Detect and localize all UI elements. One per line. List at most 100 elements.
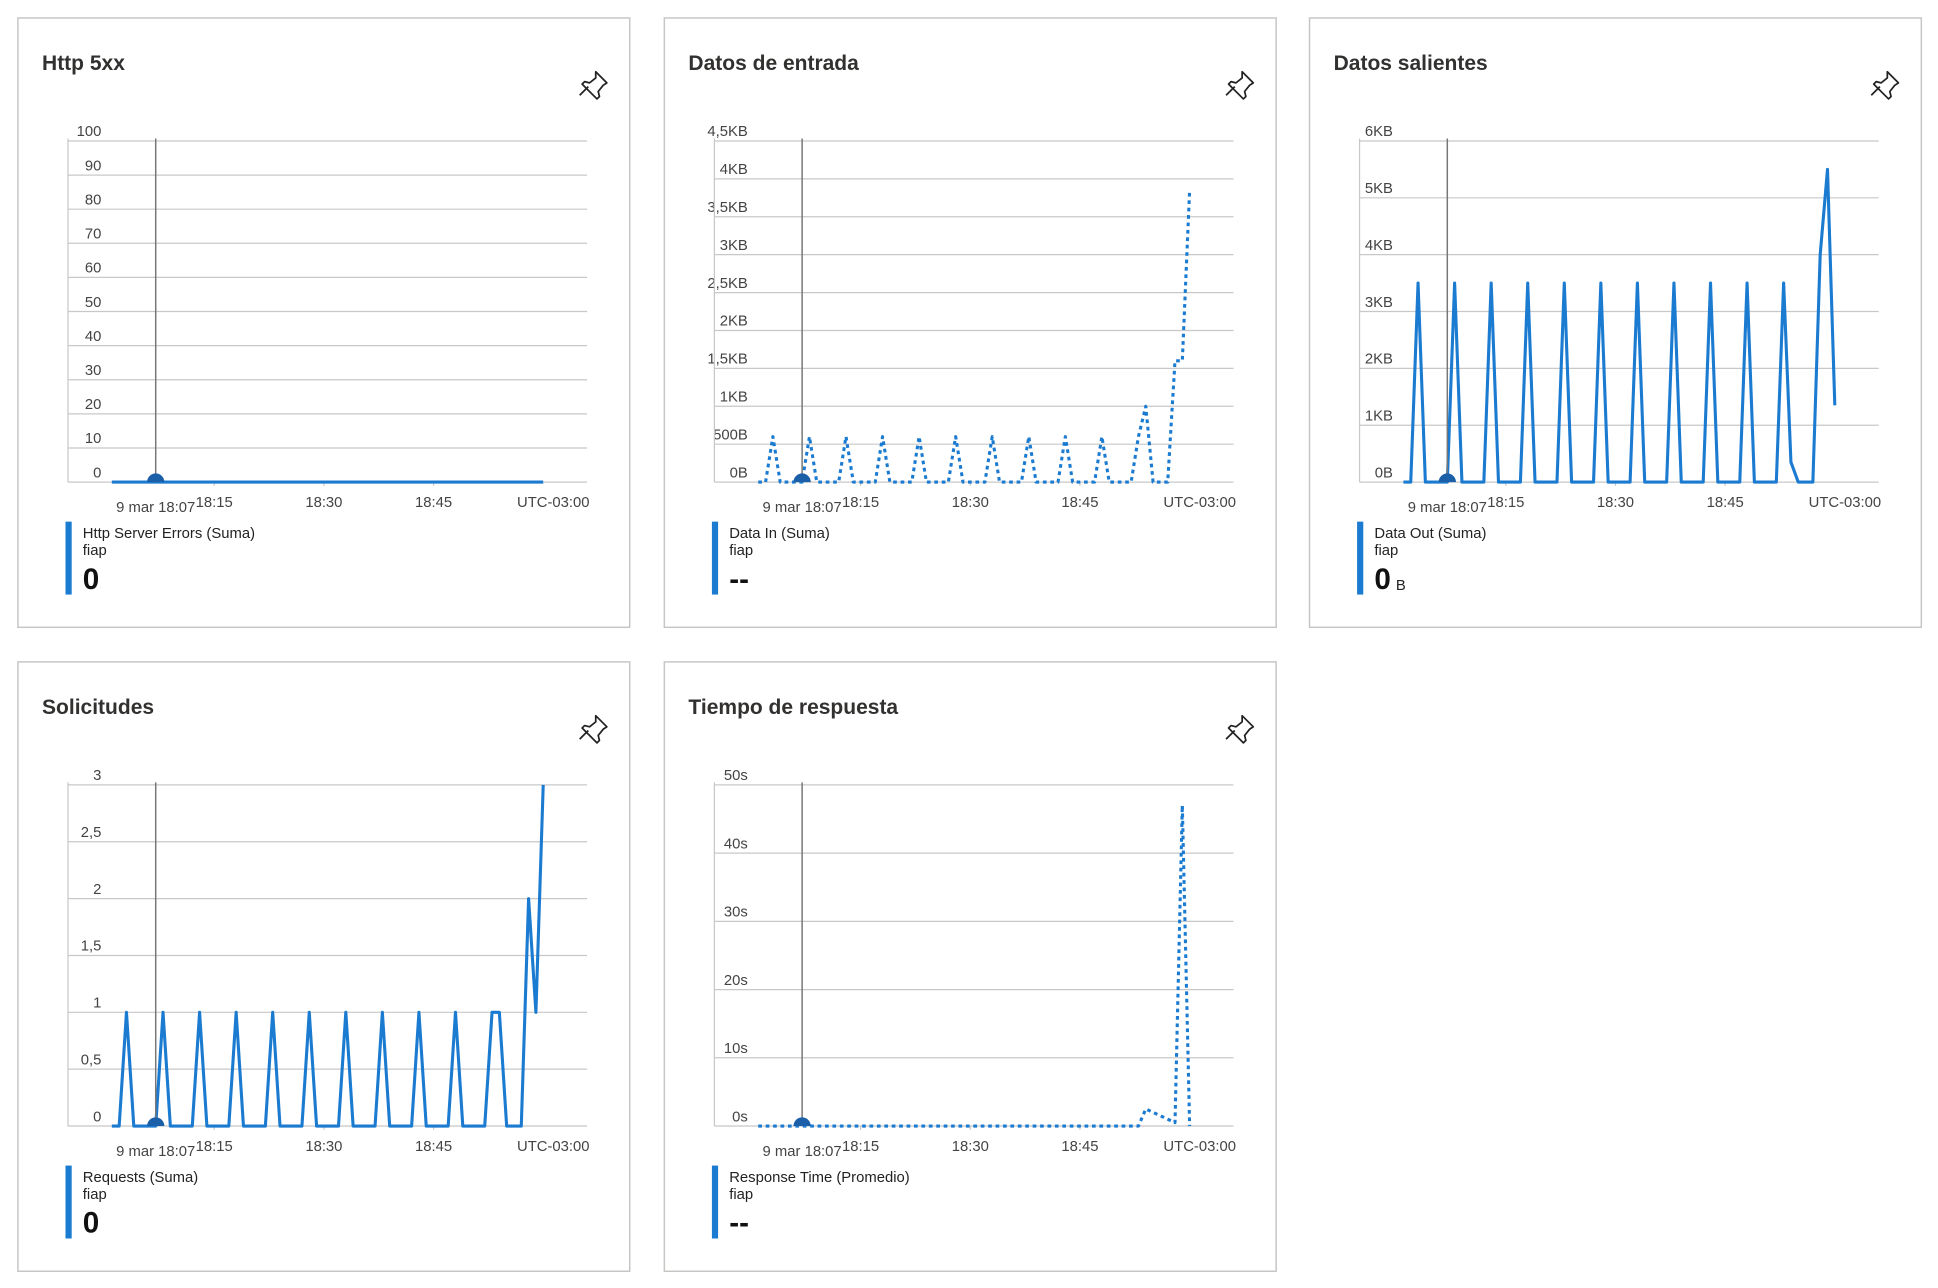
chart-title: Http 5xx: [42, 52, 125, 75]
timezone-label: UTC-03:00: [517, 495, 590, 511]
legend-resource: fiap: [1374, 543, 1398, 559]
legend-resource: fiap: [729, 1187, 753, 1203]
legend-summary: --: [729, 1207, 749, 1240]
legend-summary-unit: B: [1396, 578, 1406, 594]
y-tick-label: 2,5KB: [707, 276, 748, 292]
y-tick-label: 2,5: [81, 825, 102, 841]
y-tick-label: 100: [77, 124, 102, 140]
legend-swatch: [711, 1165, 719, 1239]
x-tick-label: 18:45: [1707, 495, 1744, 511]
x-tick-label: 18:45: [415, 1139, 452, 1155]
x-tick-label: 18:45: [415, 495, 452, 511]
y-tick-label: 1: [93, 996, 101, 1012]
y-tick-label: 1KB: [1365, 409, 1393, 425]
cursor-handle[interactable]: [1438, 473, 1456, 483]
chart-tile: Datos de entrada 0B 500B 1KB 1,5KB 2KB 2,5KB 3K…: [663, 17, 1277, 629]
cursor-label: 9 mar 18:07: [116, 1144, 195, 1160]
chart-tile: Http 5xx 0 10 20 30 40 50 60 70 80 90 100 18:15 18:30…: [17, 17, 631, 629]
y-tick-label: 3: [93, 768, 101, 784]
y-tick-label: 1KB: [720, 390, 748, 406]
y-tick-label: 3KB: [720, 238, 748, 254]
timezone-label: UTC-03:00: [1163, 495, 1236, 511]
timezone-label: UTC-03:00: [517, 1139, 590, 1155]
y-tick-label: 20s: [724, 973, 748, 989]
pin-icon[interactable]: [579, 70, 608, 100]
tile-frame: [663, 17, 1277, 629]
pin-icon[interactable]: [1225, 70, 1255, 100]
cursor-label: 9 mar 18:07: [1408, 500, 1487, 516]
x-tick-label: 18:30: [1597, 495, 1634, 511]
y-tick-label: 2KB: [1365, 352, 1393, 368]
y-tick-label: 30s: [724, 905, 748, 921]
pin-icon[interactable]: [579, 714, 608, 744]
y-tick-label: 5KB: [1365, 181, 1393, 197]
cursor-handle[interactable]: [147, 1117, 165, 1127]
legend-name: Data Out (Suma): [1374, 526, 1486, 542]
x-tick-label: 18:15: [196, 495, 233, 511]
x-tick-label: 18:45: [1061, 1139, 1098, 1155]
cursor-label: 9 mar 18:07: [763, 500, 842, 516]
y-tick-label: 0,5: [81, 1052, 102, 1068]
x-tick-label: 18:15: [196, 1139, 233, 1155]
y-tick-label: 500B: [713, 427, 748, 443]
pin-icon[interactable]: [1225, 714, 1255, 744]
legend-summary: 0: [1374, 563, 1391, 596]
y-tick-label: 10: [85, 431, 102, 447]
chart-tile: Solicitudes 0 0,5 1 1,5 2 2,5 3 18:15 18:30 18:45 U…: [17, 661, 631, 1272]
y-tick-label: 90: [85, 158, 102, 174]
legend-name: Requests (Suma): [83, 1170, 198, 1186]
x-tick-label: 18:15: [1487, 495, 1524, 511]
y-tick-label: 0B: [730, 465, 748, 481]
y-tick-label: 0: [93, 1109, 101, 1125]
legend-swatch: [1357, 521, 1364, 595]
cursor-handle[interactable]: [147, 473, 165, 483]
cursor-handle[interactable]: [793, 1117, 811, 1127]
legend-resource: fiap: [83, 543, 107, 559]
y-tick-label: 4,5KB: [707, 124, 748, 140]
y-tick-label: 0B: [1375, 465, 1393, 481]
pin-icon[interactable]: [1870, 70, 1900, 100]
legend-resource: fiap: [729, 543, 753, 559]
tile-frame: [17, 17, 631, 629]
chart-title: Datos de entrada: [688, 52, 859, 75]
y-tick-label: 4KB: [720, 162, 748, 178]
x-tick-label: 18:15: [842, 1139, 879, 1155]
legend-summary: 0: [83, 1207, 100, 1240]
x-tick-label: 18:30: [305, 495, 342, 511]
y-tick-label: 50s: [724, 768, 748, 784]
x-tick-label: 18:15: [842, 495, 879, 511]
y-tick-label: 80: [85, 192, 102, 208]
series-line: [758, 803, 1192, 1128]
cursor-handle[interactable]: [793, 473, 811, 483]
tile-frame: [663, 661, 1277, 1272]
series-line: [111, 784, 545, 1128]
legend-summary: 0: [83, 563, 100, 596]
legend-swatch: [65, 521, 72, 595]
y-tick-label: 10s: [724, 1041, 748, 1057]
y-tick-label: 4KB: [1365, 238, 1393, 254]
timezone-label: UTC-03:00: [1809, 495, 1882, 511]
chart-tile: Tiempo de respuesta 0s 10s 20s 30s 40s 50s 18:1…: [663, 661, 1277, 1272]
y-tick-label: 1,5KB: [707, 352, 748, 368]
legend-name: Response Time (Promedio): [729, 1170, 910, 1186]
x-tick-label: 18:30: [952, 495, 989, 511]
y-tick-label: 40s: [724, 836, 748, 852]
y-tick-label: 40: [85, 329, 102, 345]
series-line: [1403, 167, 1837, 484]
x-tick-label: 18:45: [1061, 495, 1098, 511]
y-tick-label: 0: [93, 465, 101, 481]
cursor-label: 9 mar 18:07: [763, 1144, 842, 1160]
x-tick-label: 18:30: [952, 1139, 989, 1155]
timezone-label: UTC-03:00: [1163, 1139, 1236, 1155]
y-tick-label: 1,5: [81, 939, 102, 955]
legend-name: Http Server Errors (Suma): [83, 526, 255, 542]
legend-name: Data In (Suma): [729, 526, 830, 542]
y-tick-label: 30: [85, 363, 102, 379]
y-tick-label: 60: [85, 261, 102, 277]
y-tick-label: 50: [85, 295, 102, 311]
y-tick-label: 70: [85, 227, 102, 243]
legend-swatch: [65, 1165, 72, 1239]
legend-summary: --: [729, 563, 749, 596]
